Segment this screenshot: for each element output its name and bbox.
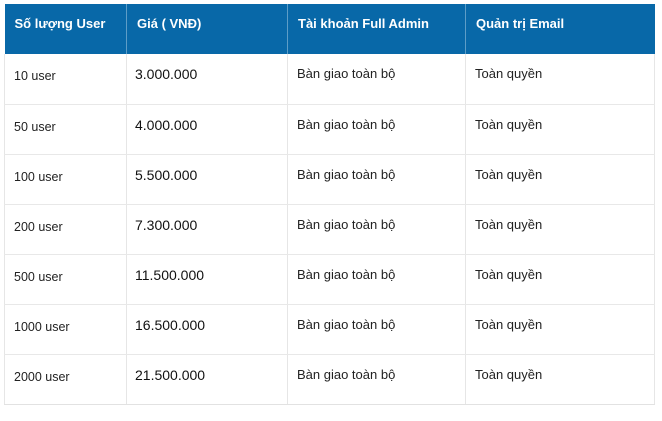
cell-email-admin: Toàn quyền — [465, 304, 655, 355]
table-row: 200 user 7.300.000 Bàn giao toàn bộ Toàn… — [4, 204, 655, 255]
header-price: Giá ( VNĐ) — [126, 4, 288, 54]
cell-price: 4.000.000 — [126, 104, 288, 155]
table-row: 50 user 4.000.000 Bàn giao toàn bộ Toàn … — [4, 104, 655, 155]
cell-email-admin: Toàn quyền — [465, 354, 655, 405]
cell-email-admin: Toàn quyền — [465, 254, 655, 305]
table-header: Số lượng User Giá ( VNĐ) Tài khoản Full … — [4, 4, 655, 54]
cell-price: 11.500.000 — [126, 254, 288, 305]
cell-email-admin: Toàn quyền — [465, 204, 655, 255]
cell-full-admin: Bàn giao toàn bộ — [287, 54, 466, 105]
cell-email-admin: Toàn quyền — [465, 54, 655, 105]
cell-price: 16.500.000 — [126, 304, 288, 355]
cell-full-admin: Bàn giao toàn bộ — [287, 204, 466, 255]
cell-price: 21.500.000 — [126, 354, 288, 405]
table-body: 10 user 3.000.000 Bàn giao toàn bộ Toàn … — [4, 54, 655, 405]
cell-full-admin: Bàn giao toàn bộ — [287, 304, 466, 355]
cell-full-admin: Bàn giao toàn bộ — [287, 154, 466, 205]
cell-user-count: 1000 user — [4, 304, 127, 355]
cell-full-admin: Bàn giao toàn bộ — [287, 254, 466, 305]
pricing-table: Số lượng User Giá ( VNĐ) Tài khoản Full … — [4, 4, 655, 405]
table-row: 500 user 11.500.000 Bàn giao toàn bộ Toà… — [4, 254, 655, 305]
cell-full-admin: Bàn giao toàn bộ — [287, 104, 466, 155]
cell-user-count: 2000 user — [4, 354, 127, 405]
header-user-count: Số lượng User — [4, 4, 127, 54]
table-row: 10 user 3.000.000 Bàn giao toàn bộ Toàn … — [4, 54, 655, 105]
cell-user-count: 200 user — [4, 204, 127, 255]
cell-user-count: 10 user — [4, 54, 127, 105]
header-row: Số lượng User Giá ( VNĐ) Tài khoản Full … — [4, 4, 655, 54]
cell-price: 5.500.000 — [126, 154, 288, 205]
pricing-table-container: Số lượng User Giá ( VNĐ) Tài khoản Full … — [4, 4, 655, 405]
cell-email-admin: Toàn quyền — [465, 104, 655, 155]
table-row: 100 user 5.500.000 Bàn giao toàn bộ Toàn… — [4, 154, 655, 205]
cell-user-count: 100 user — [4, 154, 127, 205]
cell-email-admin: Toàn quyền — [465, 154, 655, 205]
table-row: 2000 user 21.500.000 Bàn giao toàn bộ To… — [4, 354, 655, 405]
header-full-admin-account: Tài khoản Full Admin — [287, 4, 466, 54]
cell-price: 3.000.000 — [126, 54, 288, 105]
cell-full-admin: Bàn giao toàn bộ — [287, 354, 466, 405]
cell-user-count: 500 user — [4, 254, 127, 305]
cell-price: 7.300.000 — [126, 204, 288, 255]
cell-user-count: 50 user — [4, 104, 127, 155]
table-row: 1000 user 16.500.000 Bàn giao toàn bộ To… — [4, 304, 655, 355]
header-email-admin: Quản trị Email — [465, 4, 655, 54]
